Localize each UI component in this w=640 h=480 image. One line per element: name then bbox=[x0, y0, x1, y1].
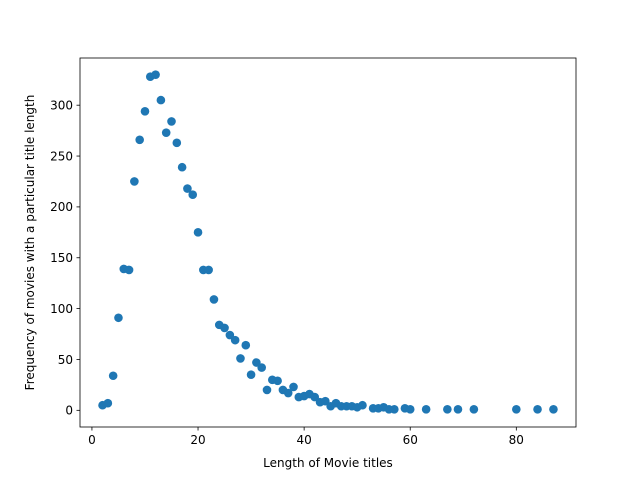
data-point bbox=[405, 405, 415, 414]
data-point bbox=[390, 405, 399, 414]
data-point bbox=[310, 392, 320, 402]
data-point bbox=[209, 295, 219, 304]
data-point bbox=[188, 190, 198, 199]
data-point bbox=[257, 363, 266, 372]
data-point bbox=[469, 405, 479, 414]
data-point bbox=[124, 265, 134, 275]
data-point bbox=[172, 138, 182, 148]
data-point bbox=[283, 388, 293, 398]
data-point bbox=[246, 370, 256, 380]
y-tick-label: 50 bbox=[58, 353, 73, 367]
data-point bbox=[262, 385, 272, 395]
x-tick-label: 0 bbox=[88, 433, 96, 447]
data-point bbox=[230, 335, 240, 345]
x-tick-label: 60 bbox=[403, 433, 418, 447]
plot-area-frame bbox=[79, 57, 577, 428]
data-point bbox=[140, 106, 150, 116]
x-tick-label: 20 bbox=[190, 433, 205, 447]
data-point bbox=[549, 405, 558, 414]
data-point bbox=[443, 405, 452, 414]
data-point bbox=[289, 382, 298, 392]
data-point bbox=[103, 398, 113, 408]
data-point bbox=[533, 405, 542, 414]
data-point bbox=[252, 358, 261, 367]
data-point bbox=[421, 405, 431, 414]
y-tick-label: 0 bbox=[65, 404, 73, 418]
x-axis-label: Length of Movie titles bbox=[263, 456, 393, 470]
y-tick-label: 100 bbox=[50, 302, 73, 316]
data-point bbox=[177, 162, 187, 172]
data-point bbox=[321, 396, 330, 406]
data-point bbox=[204, 265, 213, 275]
data-point bbox=[183, 184, 192, 193]
data-point bbox=[225, 330, 235, 340]
data-point bbox=[193, 228, 203, 237]
x-tick-label: 40 bbox=[296, 433, 311, 447]
data-point bbox=[220, 323, 229, 333]
data-point bbox=[241, 340, 251, 350]
data-point bbox=[135, 135, 144, 145]
y-tick-label: 250 bbox=[50, 149, 73, 163]
data-point bbox=[151, 70, 160, 79]
x-tick-label: 80 bbox=[509, 433, 524, 447]
data-point bbox=[167, 117, 176, 126]
data-point bbox=[273, 376, 282, 386]
data-points bbox=[98, 70, 558, 414]
data-point bbox=[114, 313, 123, 323]
data-point bbox=[453, 405, 463, 414]
data-point bbox=[358, 400, 367, 410]
data-point bbox=[236, 354, 245, 363]
y-tick-label: 150 bbox=[50, 251, 73, 265]
y-tick-label: 300 bbox=[50, 98, 73, 112]
data-point bbox=[156, 95, 166, 105]
y-axis-label: Frequency of movies with a particular ti… bbox=[23, 95, 37, 391]
data-point bbox=[108, 371, 118, 381]
y-tick-label: 200 bbox=[50, 200, 73, 214]
axis-ticks: 0 20 40 60 80 0 50 100 150 200 250 300 bbox=[50, 98, 524, 447]
data-point bbox=[161, 128, 171, 137]
data-point bbox=[512, 405, 521, 414]
data-point bbox=[130, 177, 139, 186]
